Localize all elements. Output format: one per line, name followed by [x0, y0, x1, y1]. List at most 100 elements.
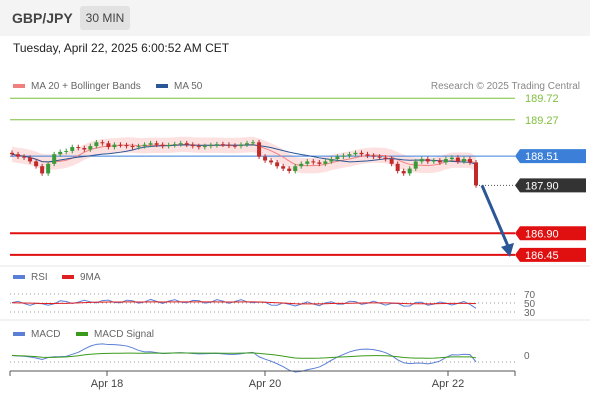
candle-body [166, 145, 171, 147]
legend-signal-swatch [76, 332, 88, 337]
candle-body [413, 161, 418, 169]
candle-body [305, 161, 310, 164]
legend-rsi-swatch [13, 275, 25, 280]
candle-body [106, 143, 111, 148]
candle-body [347, 154, 352, 156]
candle-body [88, 146, 93, 150]
candle-body [112, 144, 117, 148]
x-tick-label-3: Apr 22 [432, 378, 464, 390]
candle-body [275, 162, 280, 167]
candle-body [467, 159, 472, 163]
support-tag-2-label: 186.45 [525, 250, 559, 262]
legend-macd-swatch [13, 332, 25, 337]
candle-body [142, 144, 147, 147]
support-tag-1-box [515, 226, 586, 241]
candle-body [317, 162, 322, 164]
candle-body [474, 162, 478, 186]
candle-body [22, 156, 27, 158]
legend-signal: MACD Signal [76, 329, 154, 340]
candle-body [437, 160, 442, 163]
candle-body [341, 155, 346, 157]
rsi-tick-50: 50 [524, 299, 536, 310]
forecast-arrow-shaft [480, 184, 512, 252]
candle-body [287, 168, 292, 172]
candle-body [220, 144, 225, 146]
candle-body [52, 154, 57, 164]
candle-body [335, 156, 340, 160]
candle-body [299, 163, 304, 167]
candle-body [383, 157, 388, 160]
rsi-tick-70: 70 [524, 290, 536, 301]
candle-body [148, 143, 153, 145]
candle-body [118, 144, 123, 146]
rsi-9ma-line [11, 301, 477, 305]
candle-body [359, 152, 364, 155]
legend-rsi-label: RSI [31, 272, 48, 283]
candle-body [263, 156, 268, 161]
current-price-tag-box [515, 149, 586, 164]
macd-signal-line [11, 352, 477, 359]
candle-body [431, 160, 436, 162]
candle-body [371, 155, 376, 157]
candle-body [281, 166, 286, 169]
candle-body [407, 168, 412, 174]
candle-body [40, 166, 45, 174]
candle-body [82, 148, 87, 150]
last-price-tag-box [515, 178, 586, 193]
resistance-tag-1-label: 189.72 [525, 93, 559, 105]
candle-body [70, 147, 75, 151]
candle-body [130, 146, 135, 148]
support-tag-2-box [515, 247, 586, 262]
candle-body [160, 144, 165, 147]
candle-body [395, 163, 400, 172]
candle-body [425, 159, 430, 162]
candle-body [202, 146, 207, 148]
candle-body [257, 142, 262, 157]
forecast-arrow-head [501, 242, 514, 257]
candle-body [34, 161, 39, 167]
candle-body [94, 142, 99, 147]
candle-body [353, 152, 358, 155]
candle-body [58, 151, 63, 155]
candle-body [190, 144, 195, 147]
candle-body [196, 146, 201, 148]
candle-body [76, 147, 81, 149]
candle-body [208, 145, 213, 147]
resistance-tag-2-label: 189.27 [525, 115, 559, 127]
symbol-title: GBP/JPY [12, 10, 73, 26]
legend-ma20-swatch [13, 84, 25, 89]
candle-body [124, 145, 129, 147]
candle-body [311, 161, 316, 163]
candle-body [293, 166, 298, 172]
candle-body [389, 159, 394, 164]
legend-9ma: 9MA [62, 272, 101, 283]
candle-body [136, 146, 141, 148]
candle-body [232, 145, 237, 147]
candle-body [28, 157, 33, 162]
candle-body [214, 144, 219, 146]
copyright: Research © 2025 Trading Central [430, 81, 580, 92]
candle-body [64, 150, 69, 152]
candle-body [443, 159, 448, 163]
timeframe-button[interactable]: 30 MIN [80, 6, 130, 30]
timestamp: Tuesday, April 22, 2025 6:00:52 AM CET [13, 41, 230, 55]
candle-body [178, 143, 183, 145]
candle-body [329, 159, 334, 162]
x-tick-label-1: Apr 18 [91, 378, 123, 390]
legend-ma50-swatch [156, 84, 168, 89]
candle-body [172, 144, 177, 146]
macd-tick-0: 0 [524, 351, 530, 362]
candle-body [419, 159, 424, 162]
legend-9ma-label: 9MA [80, 272, 101, 283]
candle-body [46, 163, 51, 174]
candle-body [401, 171, 406, 174]
candle-body [16, 154, 21, 157]
candle-body [455, 157, 460, 162]
candle-body [377, 156, 382, 158]
candle-body [365, 154, 370, 156]
candle-body [323, 161, 328, 164]
candle-body [449, 157, 454, 160]
legend-macd: MACD [13, 329, 60, 340]
legend-9ma-swatch [62, 275, 74, 280]
